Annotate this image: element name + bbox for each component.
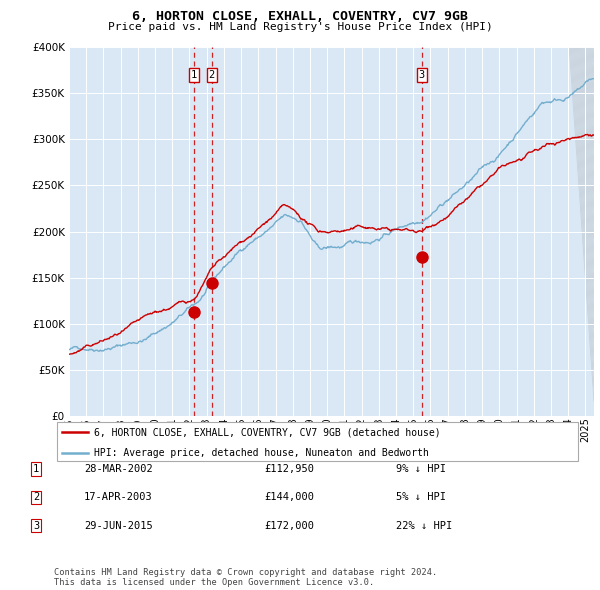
Text: HPI: Average price, detached house, Nuneaton and Bedworth: HPI: Average price, detached house, Nune… [94,448,428,457]
Text: £112,950: £112,950 [264,464,314,474]
Text: 5% ↓ HPI: 5% ↓ HPI [396,493,446,502]
Text: 3: 3 [33,521,39,530]
Text: 2: 2 [209,70,215,80]
Text: £144,000: £144,000 [264,493,314,502]
Text: 6, HORTON CLOSE, EXHALL, COVENTRY, CV7 9GB (detached house): 6, HORTON CLOSE, EXHALL, COVENTRY, CV7 9… [94,427,440,437]
Text: 3: 3 [419,70,425,80]
Text: 1: 1 [33,464,39,474]
Text: £172,000: £172,000 [264,521,314,530]
Text: 9% ↓ HPI: 9% ↓ HPI [396,464,446,474]
Text: 28-MAR-2002: 28-MAR-2002 [84,464,153,474]
Text: 6, HORTON CLOSE, EXHALL, COVENTRY, CV7 9GB: 6, HORTON CLOSE, EXHALL, COVENTRY, CV7 9… [132,10,468,23]
Text: 22% ↓ HPI: 22% ↓ HPI [396,521,452,530]
FancyBboxPatch shape [56,422,578,461]
Text: 17-APR-2003: 17-APR-2003 [84,493,153,502]
Text: 2: 2 [33,493,39,502]
Text: Contains HM Land Registry data © Crown copyright and database right 2024.
This d: Contains HM Land Registry data © Crown c… [54,568,437,587]
Text: 29-JUN-2015: 29-JUN-2015 [84,521,153,530]
Text: Price paid vs. HM Land Registry's House Price Index (HPI): Price paid vs. HM Land Registry's House … [107,22,493,32]
Text: 1: 1 [190,70,197,80]
